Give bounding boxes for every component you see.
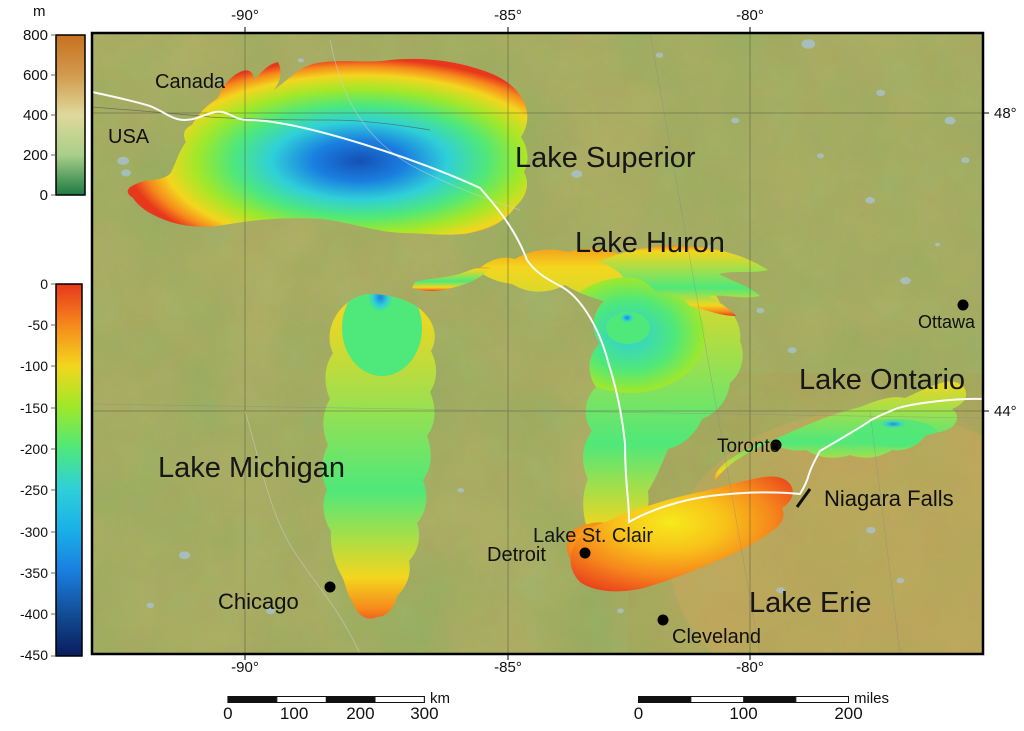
- svg-text:300: 300: [410, 704, 438, 723]
- svg-text:Toronto: Toronto: [717, 436, 780, 457]
- svg-text:-100: -100: [20, 358, 48, 374]
- svg-text:-350: -350: [20, 565, 48, 581]
- svg-text:Lake Michigan: Lake Michigan: [158, 452, 345, 484]
- svg-text:-80°: -80°: [736, 7, 764, 24]
- svg-text:Lake Erie: Lake Erie: [749, 587, 872, 619]
- svg-text:100: 100: [729, 704, 757, 723]
- svg-text:200: 200: [23, 147, 48, 164]
- svg-text:200: 200: [834, 704, 862, 723]
- svg-text:Niagara Falls: Niagara Falls: [824, 486, 954, 511]
- svg-text:Canada: Canada: [155, 71, 226, 93]
- svg-text:0: 0: [634, 704, 643, 723]
- svg-text:Chicago: Chicago: [218, 589, 299, 614]
- svg-text:Lake St. Clair: Lake St. Clair: [533, 525, 653, 547]
- svg-text:-80°: -80°: [736, 659, 764, 676]
- svg-text:200: 200: [346, 704, 374, 723]
- svg-text:Ottawa: Ottawa: [918, 312, 976, 332]
- svg-text:48°: 48°: [994, 105, 1017, 122]
- svg-text:0: 0: [223, 704, 232, 723]
- svg-text:Lake Ontario: Lake Ontario: [799, 364, 965, 396]
- svg-text:-450: -450: [20, 647, 48, 663]
- svg-text:400: 400: [23, 107, 48, 124]
- svg-text:0: 0: [40, 276, 48, 292]
- svg-text:-400: -400: [20, 606, 48, 622]
- svg-text:Cleveland: Cleveland: [672, 626, 761, 648]
- svg-text:-50: -50: [28, 317, 48, 333]
- svg-text:-250: -250: [20, 482, 48, 498]
- svg-text:800: 800: [23, 27, 48, 44]
- svg-text:Detroit: Detroit: [487, 544, 546, 566]
- svg-text:44°: 44°: [994, 403, 1017, 420]
- svg-text:Lake Huron: Lake Huron: [575, 227, 725, 259]
- svg-text:-150: -150: [20, 400, 48, 416]
- svg-text:-85°: -85°: [494, 7, 522, 24]
- svg-text:600: 600: [23, 67, 48, 84]
- svg-text:-85°: -85°: [494, 659, 522, 676]
- svg-text:-300: -300: [20, 524, 48, 540]
- svg-text:USA: USA: [108, 126, 150, 148]
- svg-text:Lake Superior: Lake Superior: [515, 142, 696, 174]
- svg-text:m: m: [33, 3, 46, 20]
- svg-text:-90°: -90°: [231, 659, 259, 676]
- svg-text:-200: -200: [20, 441, 48, 457]
- svg-text:0: 0: [40, 187, 48, 204]
- svg-text:-90°: -90°: [231, 7, 259, 24]
- svg-text:100: 100: [280, 704, 308, 723]
